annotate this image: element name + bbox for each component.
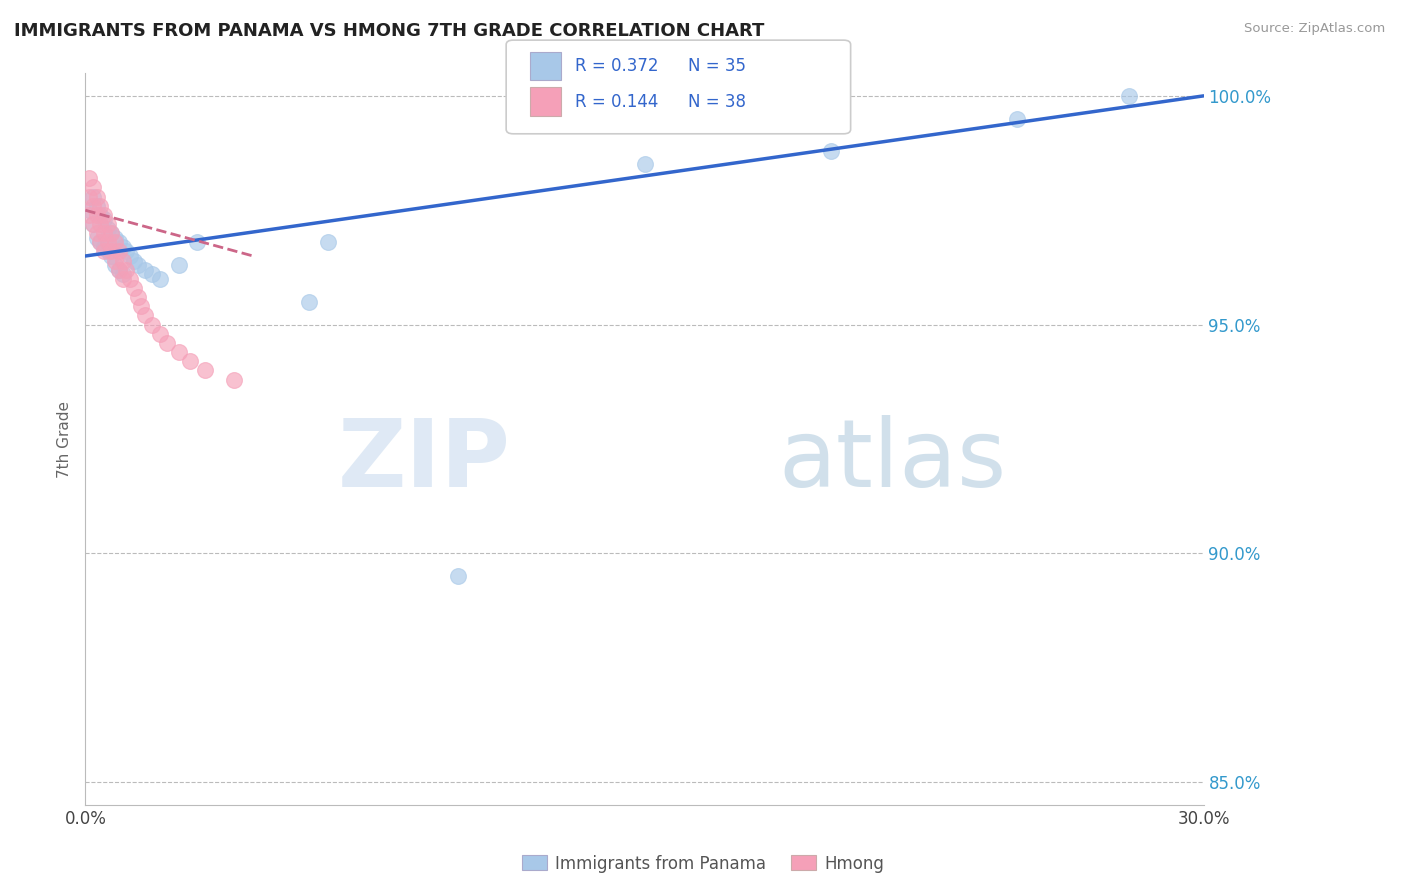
Point	[97, 235, 120, 250]
Point	[108, 244, 131, 259]
Point	[86, 226, 108, 240]
Point	[108, 262, 131, 277]
Point	[194, 363, 217, 377]
Point	[1007, 112, 1029, 126]
Point	[82, 199, 104, 213]
Point	[86, 189, 108, 203]
Point	[100, 226, 122, 240]
Text: Source: ZipAtlas.com: Source: ZipAtlas.com	[1244, 22, 1385, 36]
Point	[111, 253, 134, 268]
Point	[93, 208, 115, 222]
Point	[100, 226, 122, 240]
Point	[149, 272, 172, 286]
Point	[141, 318, 163, 332]
Point	[93, 226, 115, 240]
Point	[141, 268, 163, 282]
Point	[167, 258, 190, 272]
Point	[104, 235, 127, 250]
Point	[108, 235, 131, 250]
Point	[86, 230, 108, 244]
Text: N = 35: N = 35	[688, 57, 745, 75]
Text: R = 0.372: R = 0.372	[575, 57, 658, 75]
Point	[122, 281, 145, 295]
Point	[82, 217, 104, 231]
Y-axis label: 7th Grade: 7th Grade	[58, 401, 72, 477]
Point	[447, 569, 470, 583]
Point	[77, 171, 100, 186]
Point	[104, 230, 127, 244]
Point	[77, 208, 100, 222]
Point	[77, 203, 100, 218]
Point	[111, 268, 134, 282]
Point	[120, 249, 142, 263]
Point	[316, 235, 339, 250]
Point	[97, 244, 120, 259]
Text: N = 38: N = 38	[688, 93, 745, 111]
Point	[86, 208, 108, 222]
Point	[93, 240, 115, 254]
Point	[134, 309, 156, 323]
Point	[97, 221, 120, 235]
Point	[115, 262, 138, 277]
Point	[104, 253, 127, 268]
Point	[82, 180, 104, 194]
Point	[134, 262, 156, 277]
Point	[89, 235, 111, 250]
Point	[127, 258, 149, 272]
Point	[97, 217, 120, 231]
Point	[111, 240, 134, 254]
Point	[100, 244, 122, 259]
Point	[298, 294, 321, 309]
Point	[120, 272, 142, 286]
Point	[115, 244, 138, 259]
Point	[100, 249, 122, 263]
Point	[179, 354, 201, 368]
Point	[93, 244, 115, 259]
Point	[108, 262, 131, 277]
Point	[89, 217, 111, 231]
Point	[127, 290, 149, 304]
Point	[129, 299, 152, 313]
Text: atlas: atlas	[779, 415, 1007, 507]
Point	[820, 144, 842, 158]
Point	[86, 199, 108, 213]
Text: IMMIGRANTS FROM PANAMA VS HMONG 7TH GRADE CORRELATION CHART: IMMIGRANTS FROM PANAMA VS HMONG 7TH GRAD…	[14, 22, 765, 40]
Point	[104, 258, 127, 272]
Point	[111, 272, 134, 286]
Point	[633, 157, 655, 171]
Point	[89, 208, 111, 222]
Text: R = 0.144: R = 0.144	[575, 93, 658, 111]
Text: ZIP: ZIP	[337, 415, 510, 507]
Point	[77, 189, 100, 203]
Point	[93, 212, 115, 227]
Point	[149, 326, 172, 341]
Point	[186, 235, 208, 250]
Legend: Immigrants from Panama, Hmong: Immigrants from Panama, Hmong	[515, 848, 891, 880]
Point	[1118, 88, 1140, 103]
Point	[224, 373, 246, 387]
Point	[167, 345, 190, 359]
Point	[89, 199, 111, 213]
Point	[156, 335, 179, 350]
Point	[89, 235, 111, 250]
Point	[122, 253, 145, 268]
Point	[82, 217, 104, 231]
Point	[82, 189, 104, 203]
